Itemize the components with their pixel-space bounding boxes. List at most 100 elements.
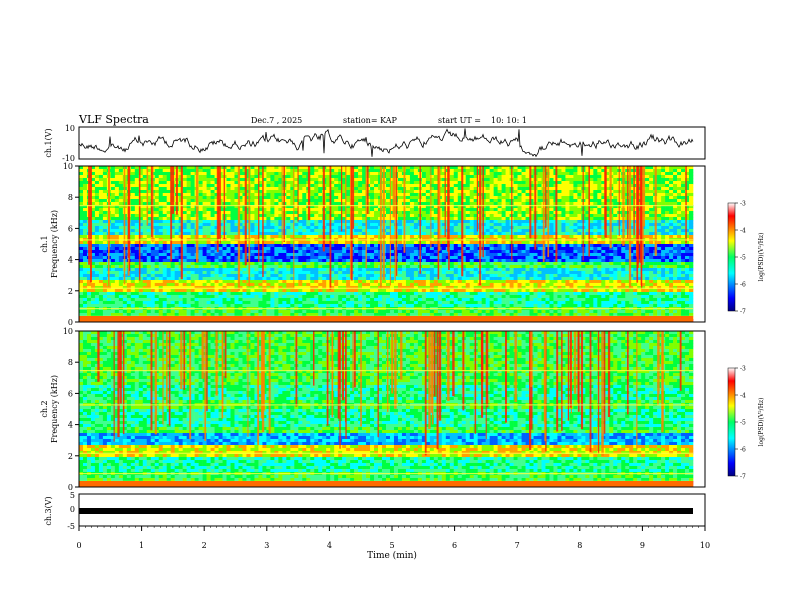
spectrogram-cell <box>565 172 570 176</box>
spectrogram-cell <box>222 253 227 257</box>
spectrogram-cell <box>593 199 598 203</box>
spectrogram-cell <box>469 202 475 206</box>
spectrogram-cell <box>214 226 219 230</box>
spectrogram-cell <box>637 220 642 224</box>
spectrogram-cell <box>274 223 279 227</box>
spectrogram-cell <box>457 223 463 227</box>
spectrogram-cell <box>529 211 534 215</box>
spectrogram-cell <box>262 247 267 251</box>
spectrogram-cell <box>186 235 191 239</box>
spectrogram-cell <box>386 196 391 200</box>
spectrogram-cell <box>389 256 395 260</box>
spectrogram-cell <box>214 250 219 254</box>
spectrogram-cell <box>118 229 124 233</box>
spectrogram-cell <box>529 172 534 176</box>
spectrogram-cell <box>597 235 602 239</box>
spectrogram-cell <box>222 244 227 248</box>
spectrogram-cell <box>597 229 602 233</box>
spectrogram-cell <box>645 241 650 245</box>
spectrogram-cell <box>266 259 271 263</box>
spectrogram-cell <box>338 181 343 185</box>
spectrogram-cell <box>565 247 570 251</box>
spectrogram-cell <box>274 199 279 203</box>
spectrogram-cell <box>441 223 447 227</box>
spectrogram-cell <box>565 175 570 179</box>
spectrogram-cell <box>645 175 650 179</box>
spectrogram-cell <box>437 256 443 260</box>
spectrogram-cell <box>677 208 682 212</box>
spectrogram-cell <box>601 235 606 239</box>
spectrogram-cell <box>681 247 686 251</box>
spectrogram-cell <box>226 196 231 200</box>
spectrogram-cell <box>262 184 267 188</box>
spectrogram-cell <box>170 232 175 236</box>
spectrogram-cell <box>669 175 674 179</box>
spectrogram-cell <box>230 247 235 251</box>
spectrogram-cell <box>437 253 443 257</box>
spectrogram-cell <box>689 178 694 182</box>
spectrogram-cell <box>102 199 108 203</box>
spectrogram-cell <box>485 241 490 245</box>
spectrogram-cell <box>389 241 395 245</box>
spectrogram-cell <box>110 253 116 257</box>
spectrogram-cell <box>629 208 634 212</box>
spectrogram-cell <box>549 235 554 239</box>
spectrogram-cell <box>629 205 634 209</box>
spectrogram-cell <box>593 220 598 224</box>
spectrogram-cell <box>577 184 582 188</box>
spectrogram-cell <box>569 193 574 197</box>
spectrogram-cell <box>114 241 120 245</box>
spectrogram-cell <box>338 235 343 239</box>
spectrogram-cell <box>645 229 650 233</box>
spectrogram-cell <box>118 220 124 224</box>
spectrogram-cell <box>561 184 566 188</box>
spectrogram-cell <box>310 202 315 206</box>
spectrogram-cell <box>278 166 283 170</box>
spectrogram-cell <box>154 181 160 185</box>
spectrogram-cell <box>465 187 471 191</box>
spectrogram-cell <box>593 172 598 176</box>
spectrogram-cell <box>421 193 427 197</box>
spectrogram-cell <box>689 202 694 206</box>
spectrogram-cell <box>238 253 243 257</box>
spectrogram-cell <box>206 241 211 245</box>
spectrogram-cell <box>162 169 168 173</box>
spectrogram-cell <box>334 172 339 176</box>
spectrogram-cell <box>649 169 654 173</box>
spectrogram-cell <box>118 232 124 236</box>
spectrogram-cell <box>513 178 518 182</box>
spectrogram-cell <box>210 190 215 194</box>
spectrogram-cell <box>513 226 518 230</box>
spectrogram-cell <box>310 190 315 194</box>
spectrogram-cell <box>537 178 542 182</box>
spectrogram-cell <box>405 193 411 197</box>
spectrogram-cell <box>685 181 690 185</box>
spectrogram-cell <box>274 202 279 206</box>
spectrogram-cell <box>242 169 247 173</box>
spectrogram-cell <box>342 187 347 191</box>
spectrogram-cell <box>497 247 502 251</box>
spectrogram-cell <box>146 247 152 251</box>
spectrogram-cell <box>637 250 642 254</box>
spectrogram-cell <box>274 181 279 185</box>
spectrogram-cell <box>98 217 104 221</box>
spectrogram-cell <box>497 223 502 227</box>
spectrogram-cell <box>214 175 219 179</box>
spectrogram-cell <box>210 166 215 170</box>
spectrogram-cell <box>453 184 459 188</box>
spectrogram-cell <box>374 229 379 233</box>
spectrogram-cell <box>689 196 694 200</box>
spectrogram-cell <box>206 244 211 248</box>
spectrogram-cell <box>154 169 160 173</box>
spectrogram-cell <box>597 181 602 185</box>
spectrogram-cell <box>557 169 562 173</box>
spectrogram-cell <box>637 253 642 257</box>
ch1-ylabel: ch.1(V) <box>44 128 53 157</box>
spectrogram-cell <box>501 169 506 173</box>
spectrogram-cell <box>98 208 104 212</box>
spectrogram-cell <box>290 199 295 203</box>
spectrogram-cell <box>310 247 315 251</box>
spectrogram-cell <box>501 178 506 182</box>
spectrogram-cell <box>469 166 475 170</box>
spectrogram-cell <box>433 193 439 197</box>
